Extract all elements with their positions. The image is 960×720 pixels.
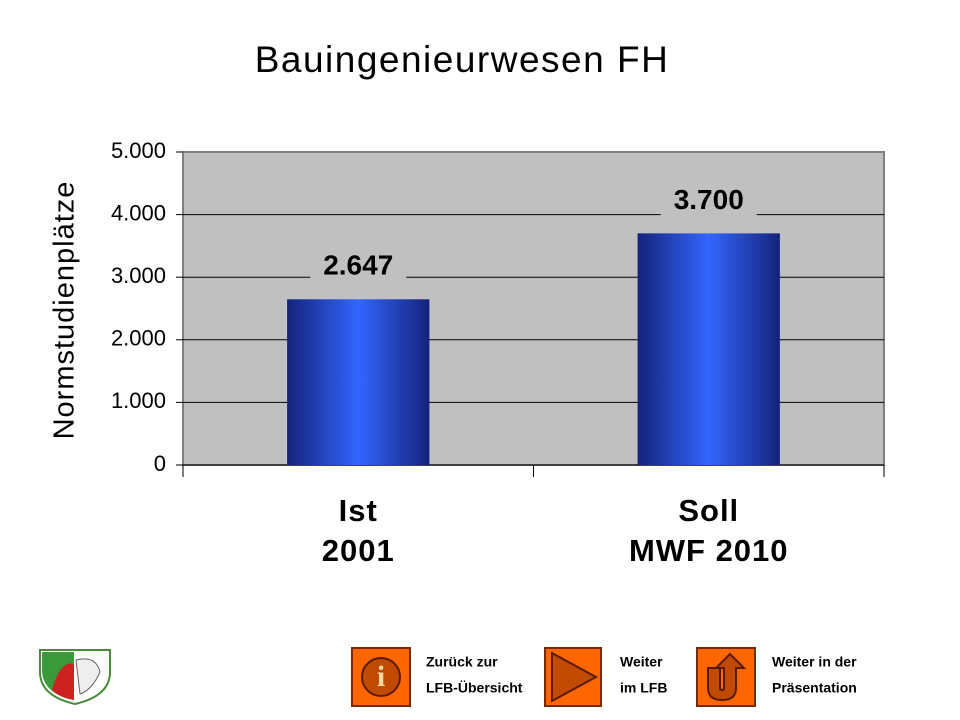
- bar: [287, 299, 430, 465]
- y-tick-label: 2.000: [111, 326, 166, 351]
- svg-text:i: i: [377, 660, 385, 693]
- button-label: LFB-Übersicht: [426, 680, 523, 696]
- value-label-bg: [310, 245, 407, 286]
- y-axis-label: Normstudienplätze: [49, 181, 81, 440]
- logo: [39, 649, 111, 706]
- x-tick-label: Soll: [678, 493, 739, 528]
- x-tick-label: MWF 2010: [629, 533, 789, 568]
- value-label: 2.647: [323, 250, 393, 281]
- y-tick-label: 3.000: [111, 263, 166, 288]
- y-tick-label: 0: [154, 451, 166, 476]
- value-label-bg: [660, 179, 757, 220]
- chart-title: Bauingenieurwesen FH: [255, 39, 670, 80]
- button-label: Weiter in der: [772, 654, 857, 670]
- button-label: im LFB: [620, 680, 667, 696]
- x-tick-label: Ist: [339, 493, 378, 528]
- button-label: Präsentation: [772, 680, 857, 696]
- button-label: Zurück zur: [426, 654, 498, 670]
- y-tick-label: 5.000: [111, 138, 166, 163]
- bar: [637, 233, 780, 465]
- button-label: Weiter: [620, 654, 663, 670]
- button-back[interactable]: i: [351, 647, 411, 707]
- y-tick-label: 1.000: [111, 388, 166, 413]
- value-label: 3.700: [674, 184, 744, 215]
- x-tick-label: 2001: [322, 533, 395, 568]
- button-continue[interactable]: [696, 647, 756, 707]
- y-tick-label: 4.000: [111, 200, 166, 225]
- button-next[interactable]: [544, 647, 602, 707]
